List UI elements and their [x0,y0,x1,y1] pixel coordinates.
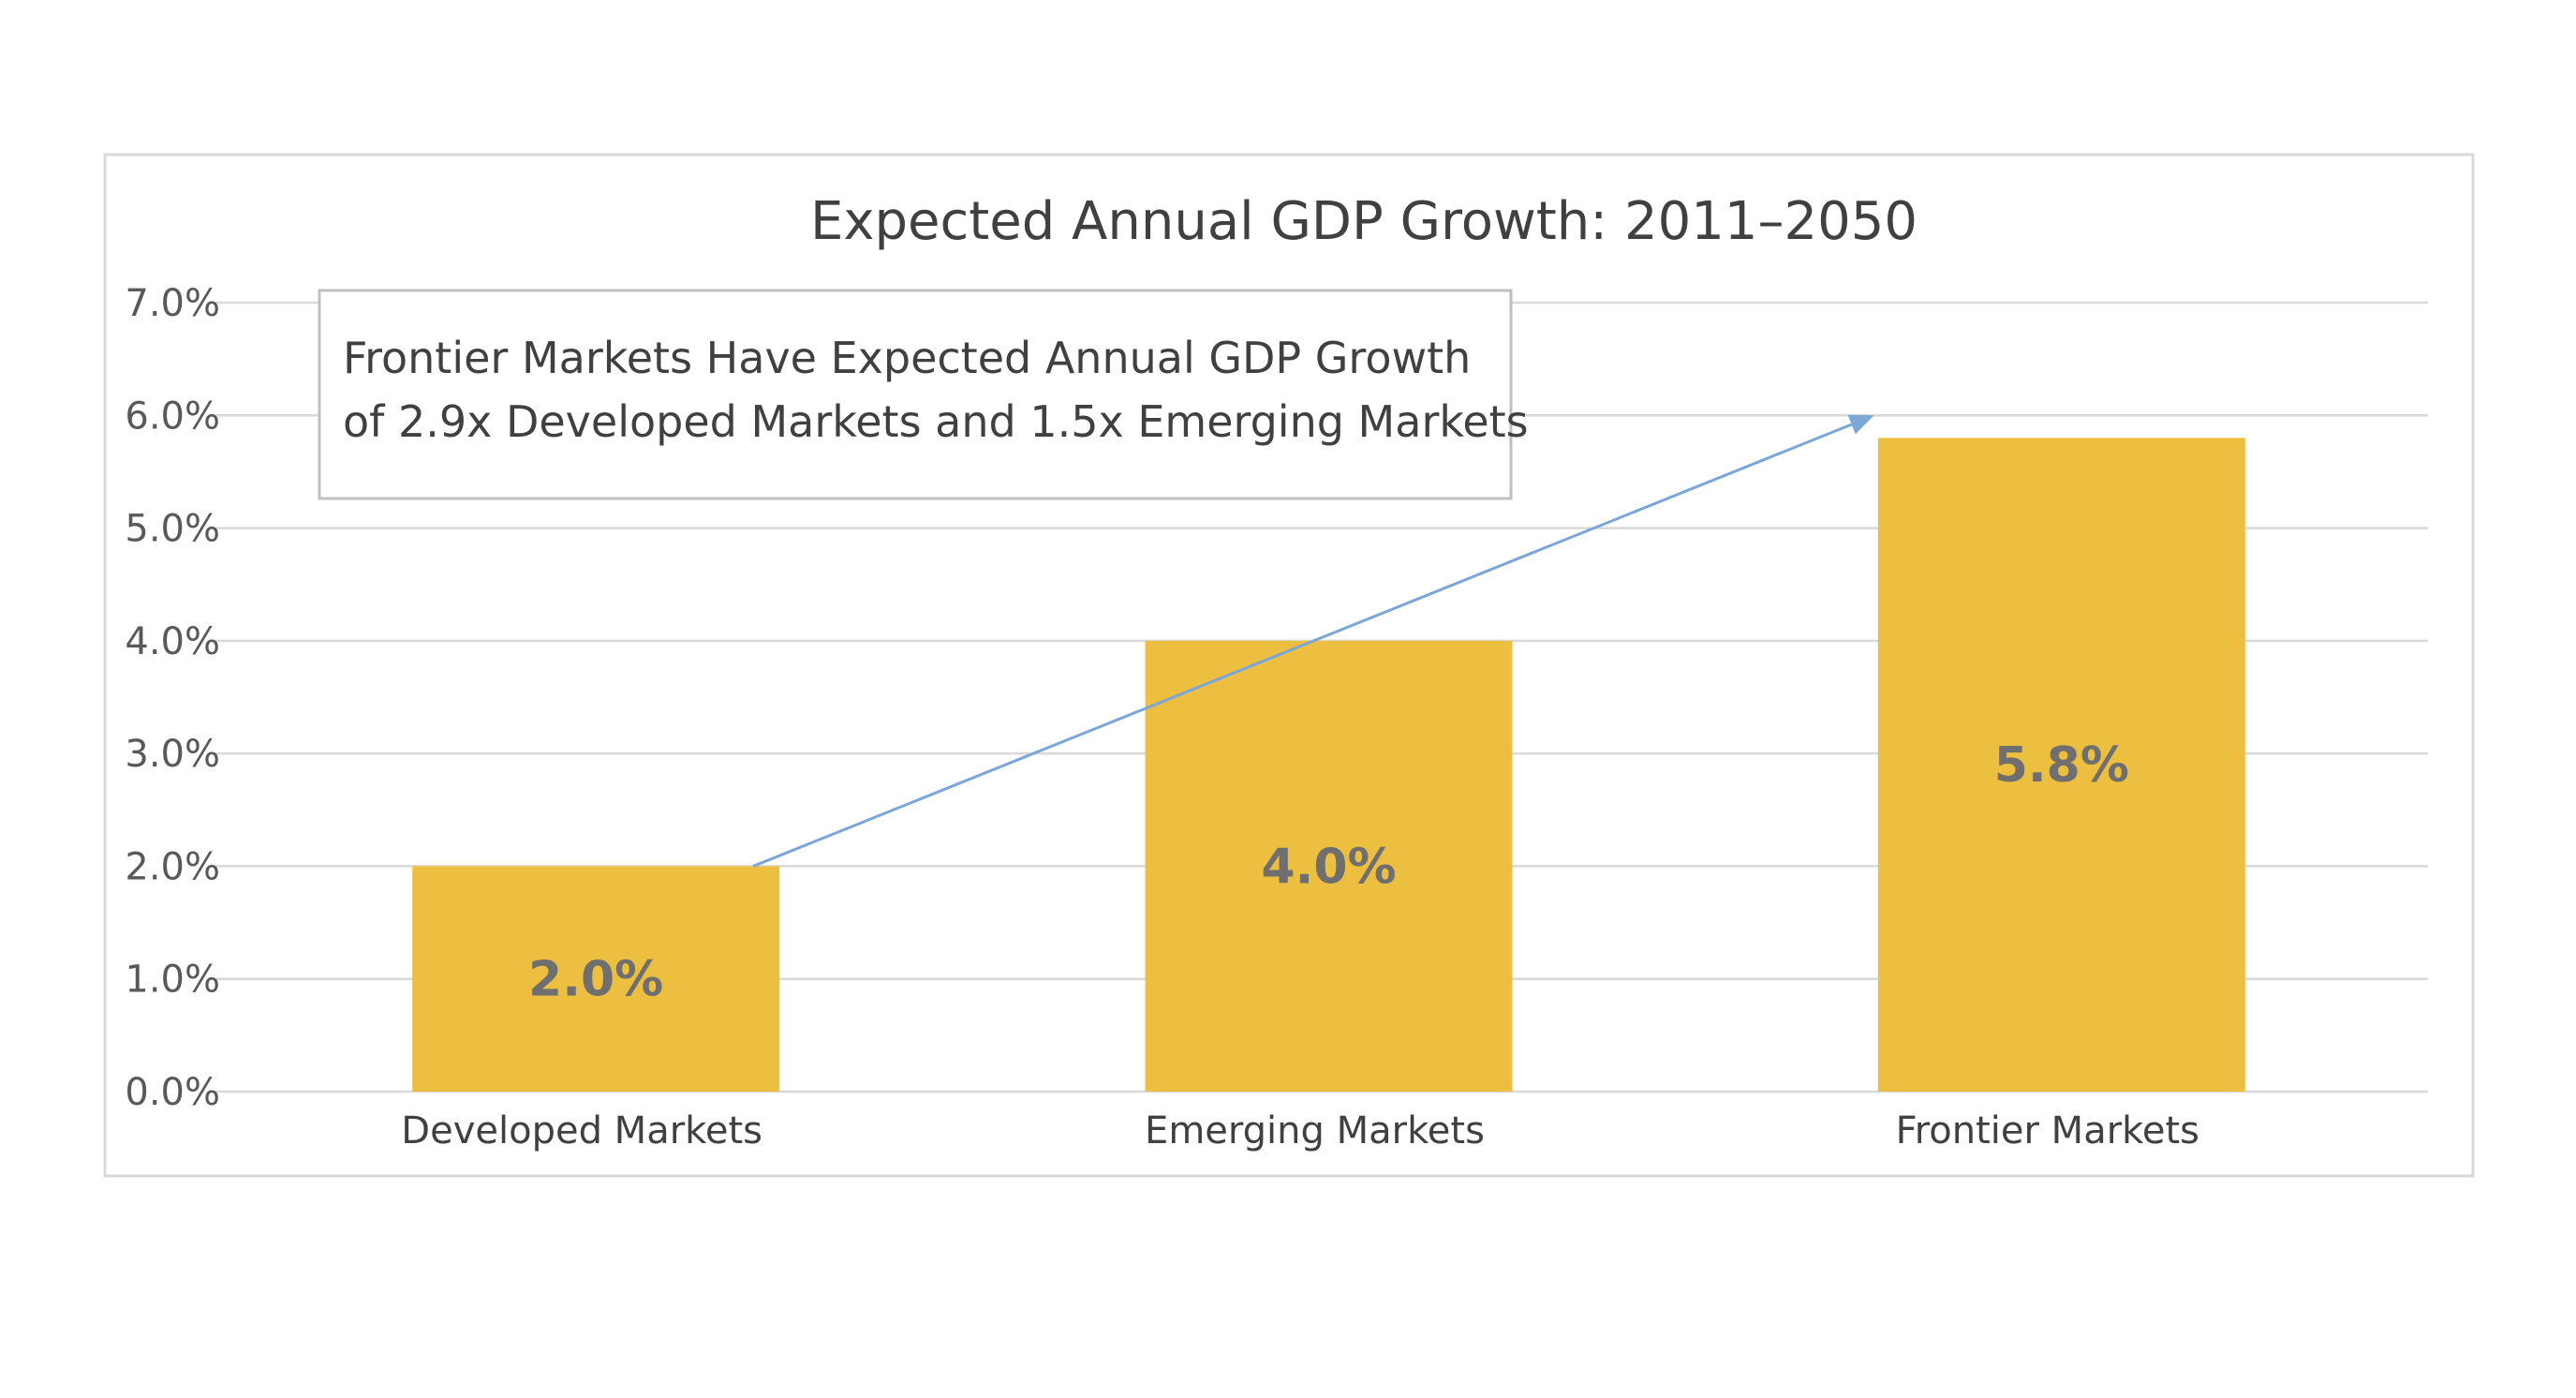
bars: 2.0% 4.0% 5.8% [412,438,2245,1092]
y-tick-label: 4.0% [125,620,220,663]
y-tick-label: 3.0% [125,733,220,776]
y-tick-label: 1.0% [125,959,220,1002]
bar-data-label: 4.0% [1261,839,1396,895]
x-category-label: Emerging Markets [1145,1109,1485,1153]
bar [412,866,780,1092]
y-tick-label: 0.0% [125,1071,220,1114]
x-category-label: Developed Markets [401,1109,762,1153]
chart-title: Expected Annual GDP Growth: 2011–2050 [810,191,1917,252]
arrow-line [752,423,1853,868]
arrow-head [1847,414,1874,435]
annotation: Frontier Markets Have Expected Annual GD… [318,289,1529,500]
bar-data-label: 2.0% [528,952,663,1008]
annotation-box [318,289,1513,500]
trend-arrow [752,414,1874,868]
bar [1877,438,2245,1092]
x-axis-labels: Developed Markets Emerging Markets Frontie… [401,1109,2199,1153]
bar [1145,640,1513,1092]
y-tick-label: 7.0% [125,282,220,325]
annotation-line-1: Frontier Markets Have Expected Annual GD… [343,333,1471,383]
y-axis-ticks: 0.0% 1.0% 2.0% 3.0% 4.0% 5.0% 6.0% 7.0% [125,282,220,1114]
y-tick-label: 6.0% [125,394,220,438]
x-category-label: Frontier Markets [1896,1109,2199,1153]
annotation-line-2: of 2.9x Developed Markets and 1.5x Emerg… [343,396,1529,447]
y-tick-label: 5.0% [125,508,220,551]
bar-data-label: 5.8% [1994,737,2129,794]
y-tick-label: 2.0% [125,845,220,888]
